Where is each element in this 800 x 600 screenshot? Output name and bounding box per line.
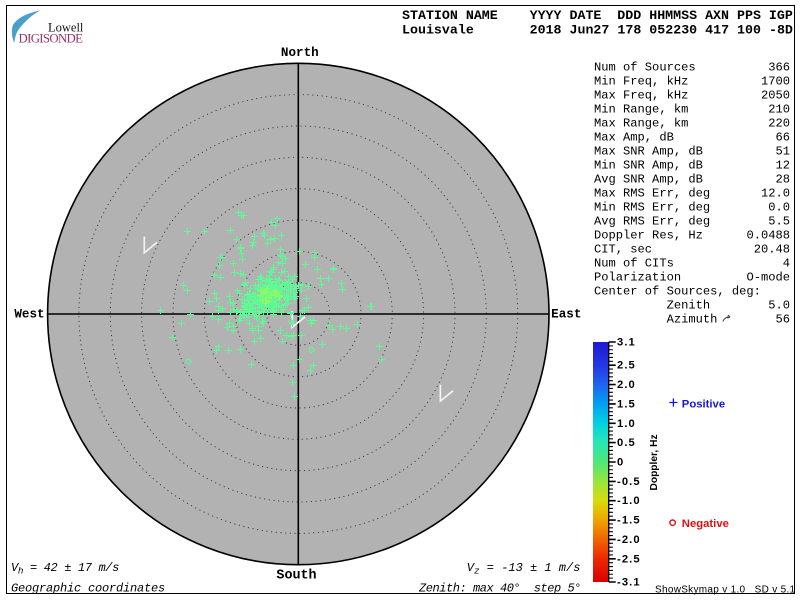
svg-text:28: 28	[775, 172, 790, 186]
svg-text:Num of Sources: Num of Sources	[594, 60, 696, 74]
svg-text:0.0488: 0.0488	[746, 228, 790, 242]
svg-text:-1.0: -1.0	[617, 495, 641, 507]
svg-text:Avg RMS Err, deg: Avg RMS Err, deg	[594, 214, 710, 228]
svg-text:Num of CITs: Num of CITs	[594, 256, 674, 270]
svg-text:Zenith: Zenith	[667, 298, 711, 312]
svg-text:DIGISONDE: DIGISONDE	[19, 31, 84, 45]
svg-text:-2.5: -2.5	[617, 553, 641, 565]
svg-text:3.1: 3.1	[617, 337, 636, 349]
svg-text:366: 366	[768, 60, 790, 74]
svg-text:North: North	[281, 46, 319, 60]
svg-text:-2.0: -2.0	[617, 534, 641, 546]
svg-text:51: 51	[775, 144, 790, 158]
svg-text:2.0: 2.0	[617, 379, 636, 391]
svg-text:Positive: Positive	[682, 398, 725, 410]
svg-text:Lowell: Lowell	[48, 21, 84, 35]
svg-text:Max SNR Amp, dB: Max SNR Amp, dB	[594, 144, 703, 158]
svg-text:Min SNR Amp, dB: Min SNR Amp, dB	[594, 158, 703, 172]
svg-text:20.48: 20.48	[754, 242, 790, 256]
svg-text:Vh = 42 ± 17 m/s: Vh = 42 ± 17 m/s	[11, 561, 119, 577]
svg-text:Doppler, Hz: Doppler, Hz	[649, 434, 660, 490]
svg-text:CIT, sec: CIT, sec	[594, 242, 652, 256]
svg-text:Max Range, km: Max Range, km	[594, 116, 688, 130]
svg-text:5.5: 5.5	[768, 214, 790, 228]
svg-text:-3.1: -3.1	[617, 577, 641, 589]
svg-text:ShowSkymap v 1.0 SD v 5.1: ShowSkymap v 1.0 SD v 5.1	[655, 584, 796, 595]
svg-text:West: West	[14, 308, 44, 322]
svg-text:Min Range, km: Min Range, km	[594, 102, 688, 116]
svg-text:Max Amp, dB: Max Amp, dB	[594, 130, 674, 144]
svg-text:1700: 1700	[761, 74, 790, 88]
svg-text:56: 56	[775, 312, 790, 326]
svg-text:12: 12	[775, 158, 790, 172]
svg-text:66: 66	[775, 130, 790, 144]
svg-text:2050: 2050	[761, 88, 790, 102]
svg-text:220: 220	[768, 116, 790, 130]
svg-text:Azimuth: Azimuth	[667, 312, 718, 326]
svg-text:Max RMS Err, deg: Max RMS Err, deg	[594, 186, 710, 200]
svg-text:4: 4	[783, 256, 790, 270]
svg-text:Vz = -13 ± 1 m/s: Vz = -13 ± 1 m/s	[467, 561, 581, 577]
svg-text:Geographic coordinates: Geographic coordinates	[11, 582, 165, 596]
svg-text:Negative: Negative	[682, 518, 729, 530]
svg-text:Zenith: max 40° step 5°: Zenith: max 40° step 5°	[418, 582, 581, 596]
svg-text:Min Freq, kHz: Min Freq, kHz	[594, 74, 688, 88]
svg-text:O-mode: O-mode	[746, 270, 790, 284]
svg-text:0.5: 0.5	[617, 437, 636, 449]
svg-text:0: 0	[617, 457, 624, 469]
svg-text:2.5: 2.5	[617, 360, 636, 372]
svg-text:0.0: 0.0	[768, 200, 790, 214]
svg-text:Polarization: Polarization	[594, 270, 681, 284]
svg-text:210: 210	[768, 102, 790, 116]
svg-text:Max Freq, kHz: Max Freq, kHz	[594, 88, 688, 102]
svg-text:2018 Jun27 178 052230 417 100: 2018 Jun27 178 052230 417 100 -8D	[530, 23, 793, 38]
svg-text:12.0: 12.0	[761, 186, 790, 200]
svg-text:Doppler Res, Hz: Doppler Res, Hz	[594, 228, 703, 242]
svg-text:1.5: 1.5	[617, 398, 636, 410]
svg-text:-0.5: -0.5	[617, 476, 641, 488]
svg-text:STATION NAME: STATION NAME	[402, 8, 498, 23]
svg-text:-1.5: -1.5	[617, 515, 641, 527]
svg-text:YYYY DATE: YYYY DATE	[530, 8, 602, 23]
svg-text:Min RMS Err, deg: Min RMS Err, deg	[594, 200, 710, 214]
svg-text:DDD HHMMSS AXN PPS IGP: DDD HHMMSS AXN PPS IGP	[617, 8, 793, 23]
svg-text:5.0: 5.0	[768, 298, 790, 312]
svg-text:Avg SNR Amp, dB: Avg SNR Amp, dB	[594, 172, 703, 186]
svg-text:East: East	[551, 308, 581, 322]
svg-text:South: South	[276, 568, 316, 583]
svg-text:Center of Sources, deg:: Center of Sources, deg:	[594, 284, 761, 298]
svg-text:Louisvale: Louisvale	[402, 23, 474, 38]
svg-text:1.0: 1.0	[617, 418, 636, 430]
